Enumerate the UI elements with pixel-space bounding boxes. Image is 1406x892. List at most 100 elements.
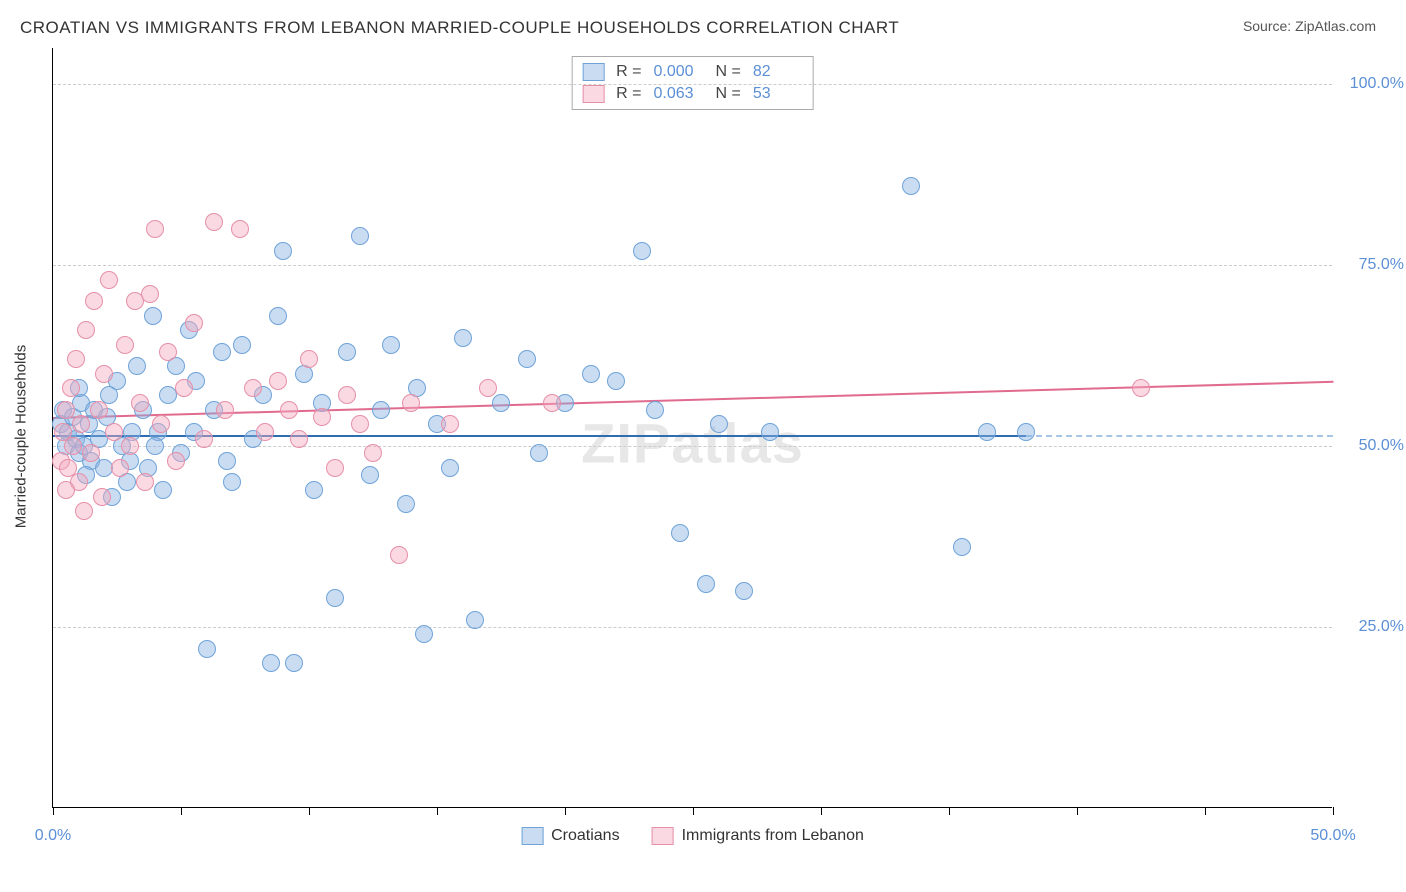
data-point [710,415,728,433]
data-point [216,401,234,419]
data-point [121,437,139,455]
data-point [93,488,111,506]
data-point [244,379,262,397]
legend-item-1: Croatians [521,827,619,845]
data-point [185,314,203,332]
data-point [361,466,379,484]
data-point [136,473,154,491]
stats-row-series-2: R = 0.063 N = 53 [582,83,803,105]
data-point [82,444,100,462]
data-point [607,372,625,390]
data-point [154,481,172,499]
data-point [269,307,287,325]
swatch-series-2 [582,85,604,103]
swatch-series-2 [652,827,674,845]
data-point [953,538,971,556]
x-tick [309,807,310,815]
trend-line-dash [1026,435,1333,437]
data-point [479,379,497,397]
data-point [441,415,459,433]
x-tick [693,807,694,815]
r-label: R = [616,63,641,81]
data-point [697,575,715,593]
gridline-h [53,265,1332,266]
data-point [146,437,164,455]
data-point [492,394,510,412]
data-point [372,401,390,419]
data-point [390,546,408,564]
n-value-1: 82 [753,63,803,81]
data-point [466,611,484,629]
data-point [454,329,472,347]
y-tick-label: 25.0% [1359,618,1404,636]
x-tick [437,807,438,815]
data-point [67,350,85,368]
data-point [90,401,108,419]
data-point [646,401,664,419]
data-point [290,430,308,448]
data-point [233,336,251,354]
data-point [902,177,920,195]
data-point [256,423,274,441]
x-tick [949,807,950,815]
data-point [735,582,753,600]
data-point [351,415,369,433]
data-point [274,242,292,260]
data-point [543,394,561,412]
x-tick-label: 50.0% [1310,827,1355,845]
data-point [402,394,420,412]
data-point [338,343,356,361]
data-point [978,423,996,441]
data-point [62,379,80,397]
data-point [351,227,369,245]
data-point [300,350,318,368]
data-point [57,401,75,419]
legend-label-2: Immigrants from Lebanon [682,827,864,845]
data-point [205,213,223,231]
source-label: Source: ZipAtlas.com [1243,18,1376,34]
data-point [326,459,344,477]
data-point [141,285,159,303]
data-point [761,423,779,441]
data-point [530,444,548,462]
legend-label-1: Croatians [551,827,619,845]
data-point [75,502,93,520]
data-point [146,220,164,238]
gridline-h [53,84,1332,85]
data-point [77,321,95,339]
data-point [116,336,134,354]
n-label: N = [716,63,741,81]
data-point [64,437,82,455]
data-point [671,524,689,542]
data-point [198,640,216,658]
data-point [338,386,356,404]
data-point [152,415,170,433]
data-point [441,459,459,477]
data-point [218,452,236,470]
data-point [231,220,249,238]
data-point [175,379,193,397]
data-point [313,408,331,426]
watermark: ZIPatlas [581,410,804,475]
y-axis-label: Married-couple Households [13,344,30,527]
data-point [57,481,75,499]
data-point [85,292,103,310]
data-point [131,394,149,412]
x-tick-label: 0.0% [35,827,71,845]
swatch-series-1 [582,63,604,81]
data-point [285,654,303,672]
r-value-2: 0.063 [654,85,704,103]
data-point [382,336,400,354]
data-point [95,365,113,383]
data-point [213,343,231,361]
data-point [1132,379,1150,397]
data-point [262,654,280,672]
stats-legend-box: R = 0.000 N = 82 R = 0.063 N = 53 [571,56,814,110]
data-point [280,401,298,419]
gridline-h [53,627,1332,628]
data-point [518,350,536,368]
chart-title: CROATIAN VS IMMIGRANTS FROM LEBANON MARR… [20,18,899,38]
x-tick [53,807,54,815]
data-point [195,430,213,448]
n-label: N = [716,85,741,103]
